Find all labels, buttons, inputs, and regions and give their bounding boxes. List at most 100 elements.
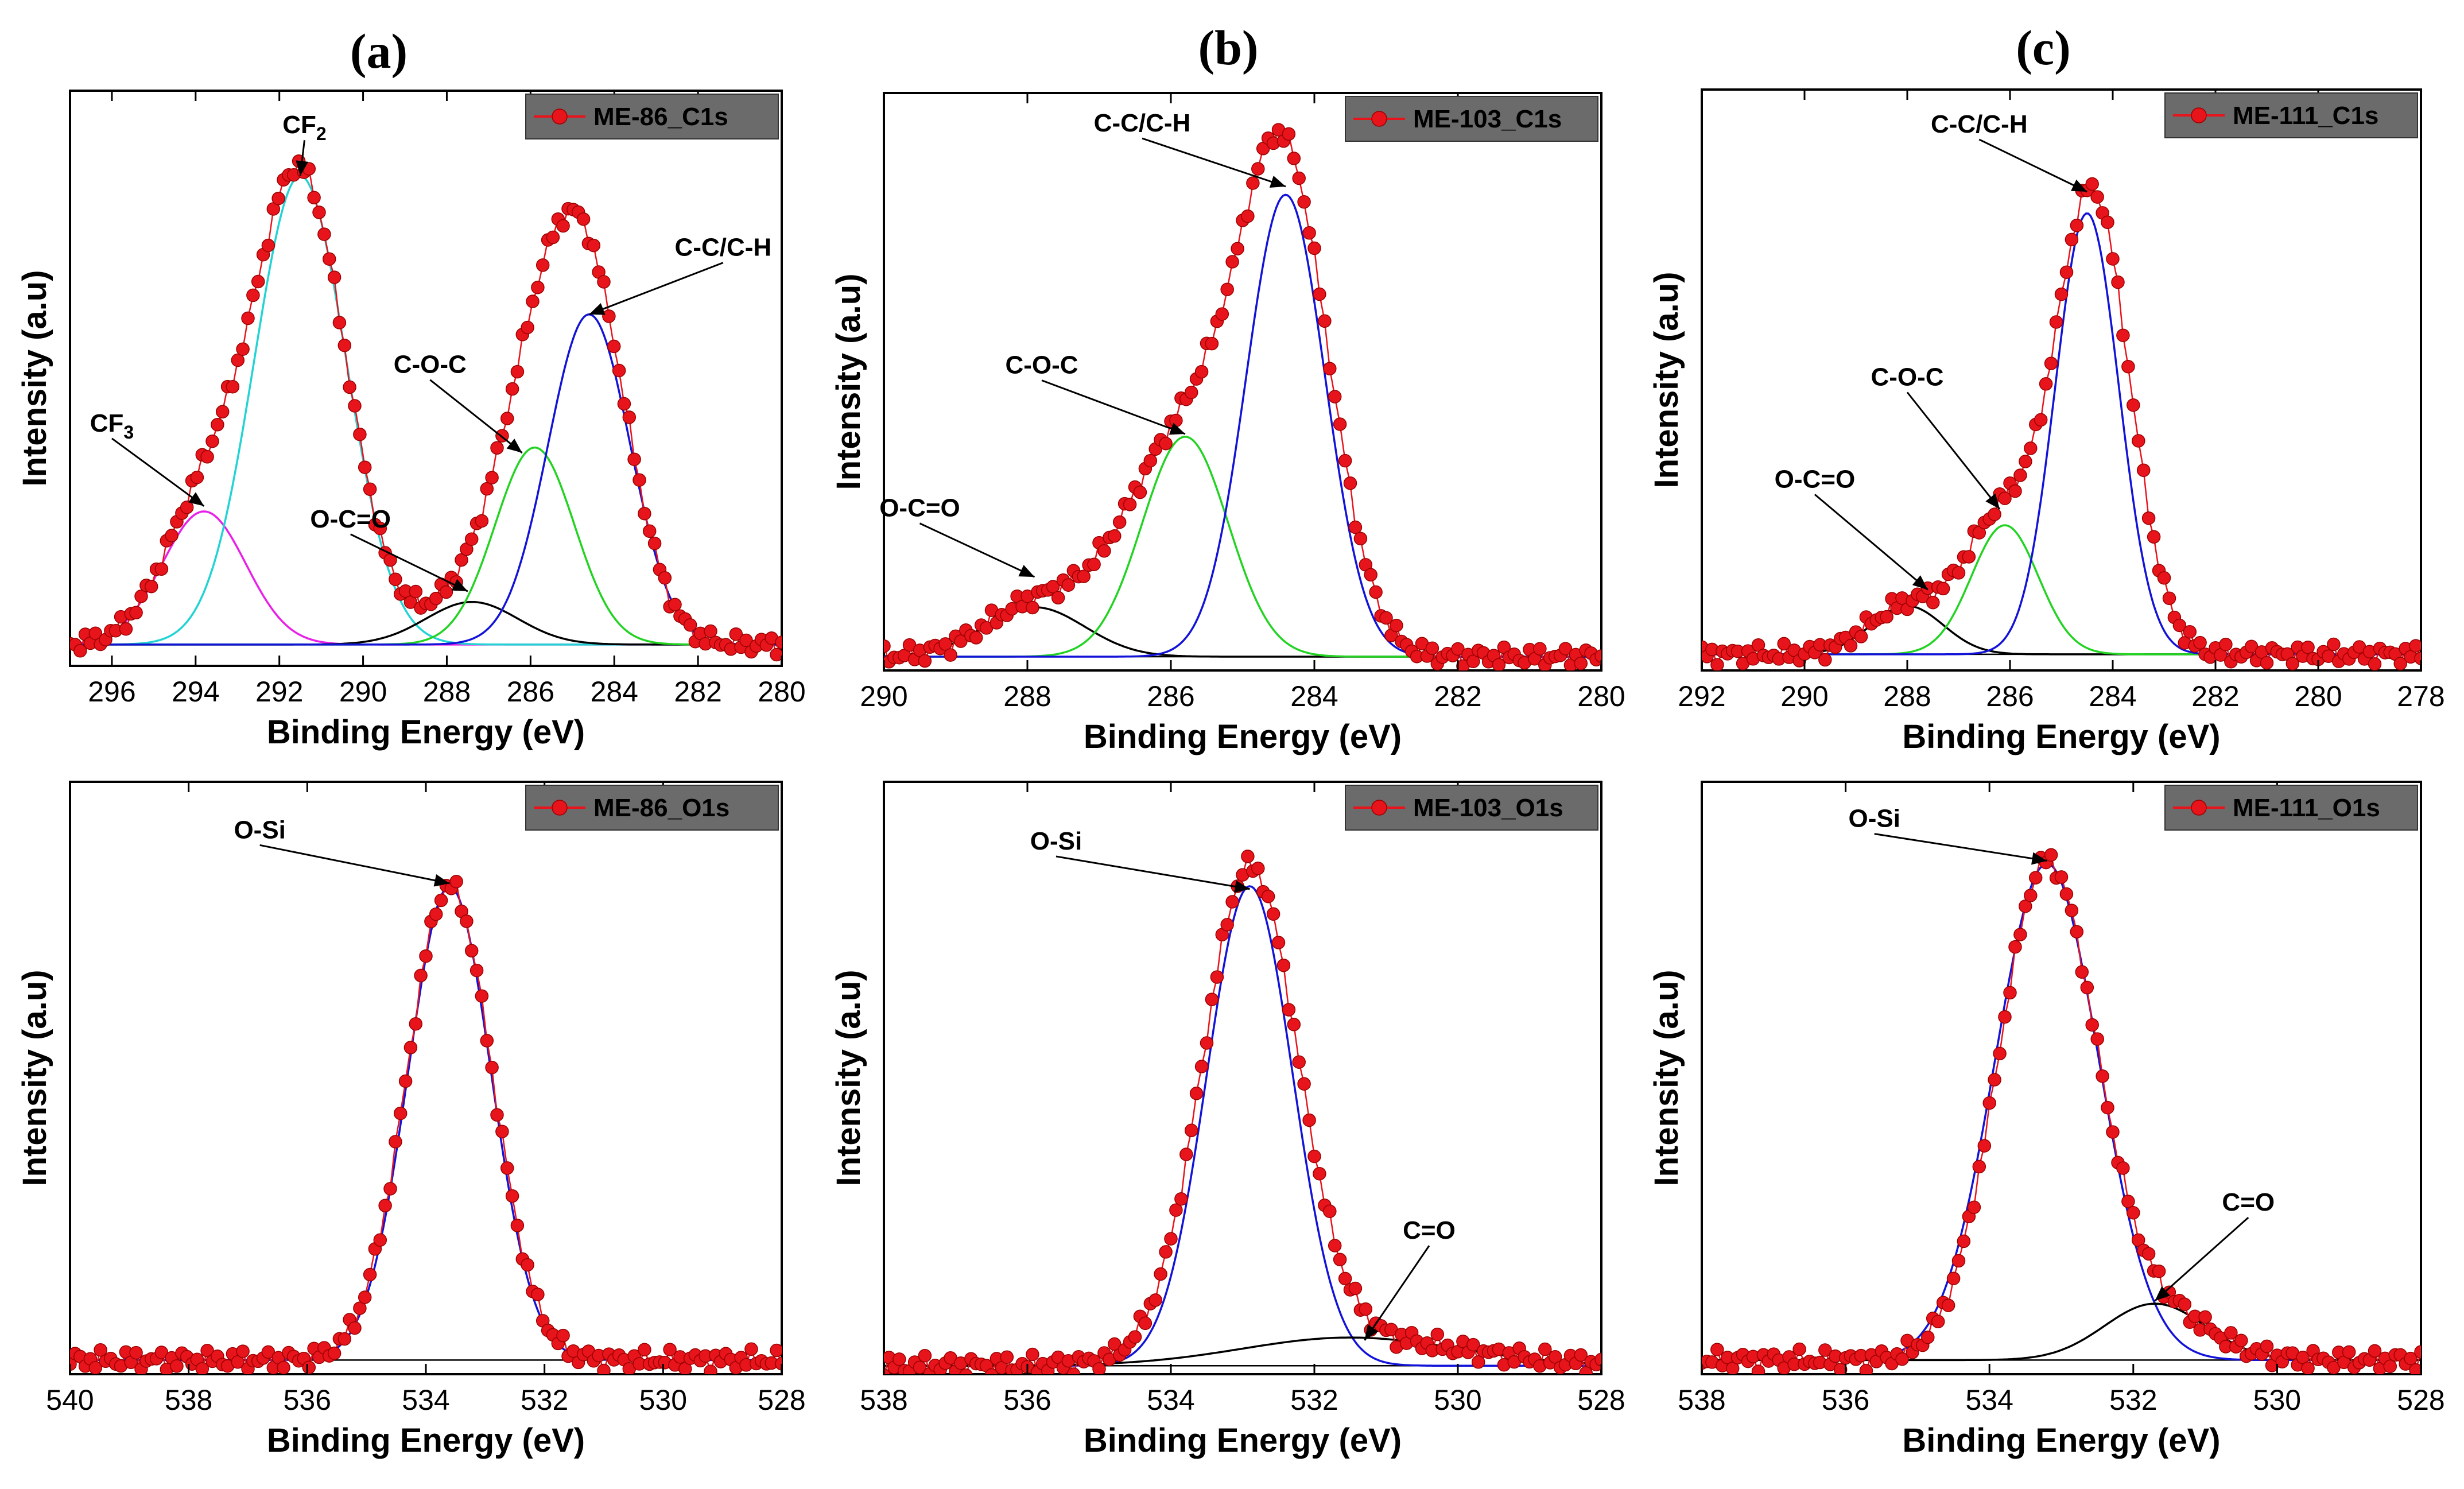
data-point <box>490 441 504 455</box>
data-point <box>1154 1267 1167 1281</box>
x-tick-label: 286 <box>1986 680 2034 712</box>
data-point <box>536 258 550 272</box>
data-point <box>409 584 423 599</box>
chart-a-c1s: 296 294 292 290 288 286 284 282 280 Binding Energ… <box>16 90 806 751</box>
annotation-arrowhead <box>1364 1324 1379 1341</box>
x-tick-label: 538 <box>860 1384 907 1416</box>
data-point <box>1338 453 1352 468</box>
data-point <box>1318 314 1332 328</box>
data-point <box>1261 889 1275 904</box>
data-point <box>1128 1330 1142 1344</box>
chart-c-c1s: 292 290 288 286 284 282 280 278 Binding Energy (… <box>1648 88 2445 755</box>
data-point <box>332 316 347 329</box>
data-point <box>627 452 641 466</box>
x-tick-label: 296 <box>88 676 135 708</box>
data-point <box>1998 1010 2012 1024</box>
x-tick-label: 290 <box>860 680 907 712</box>
data-point <box>2054 287 2069 301</box>
data-point <box>1061 578 1076 592</box>
annotation-label: C-C/C-H <box>1094 109 1191 137</box>
data-point <box>775 635 782 649</box>
data-point <box>2096 1069 2109 1083</box>
data-point <box>1972 1160 1986 1174</box>
data-point <box>231 353 245 367</box>
data-point <box>70 1357 77 1371</box>
annotation-arrowhead <box>2031 852 2047 865</box>
data-point <box>170 1359 184 1373</box>
data-point <box>464 532 479 546</box>
data-point <box>612 363 626 378</box>
data-point <box>195 1362 209 1374</box>
data-point <box>510 1219 525 1232</box>
data-point <box>1818 653 1832 667</box>
annotation-arrowhead <box>1169 422 1185 435</box>
data-point <box>2028 871 2043 885</box>
data-point <box>200 450 214 464</box>
x-axis-title: Binding Energy (eV) <box>1084 1422 1402 1459</box>
x-tick-label: 530 <box>1434 1384 1481 1416</box>
data-point <box>938 637 952 651</box>
data-point <box>2285 657 2300 670</box>
data-point <box>1302 1113 1316 1127</box>
annotation-label: C-C/C-H <box>675 234 772 262</box>
data-point <box>617 397 631 411</box>
data-point <box>348 399 362 413</box>
data-point <box>1328 1239 1342 1253</box>
data-point <box>2183 625 2197 639</box>
data-point <box>464 944 479 958</box>
data-point <box>1369 585 1383 599</box>
data-point <box>1200 1036 1214 1050</box>
data-point <box>2111 275 2125 289</box>
data-point <box>1292 1055 1306 1069</box>
annotation-arrow <box>1041 379 1186 435</box>
x-tick-label: 288 <box>423 676 471 708</box>
data-point <box>2034 413 2048 427</box>
annotation-arrow <box>1364 1245 1430 1341</box>
data-point <box>1941 1298 1955 1312</box>
data-point <box>1921 1330 1935 1344</box>
annotation-subscript: 3 <box>123 422 134 443</box>
data-point <box>521 320 534 335</box>
data-point <box>1292 171 1306 185</box>
annotation-arrow <box>111 437 205 507</box>
legend-marker <box>552 108 568 125</box>
data-point <box>2296 1351 2310 1364</box>
x-tick-label: 536 <box>1822 1384 1869 1416</box>
annotation-arrow <box>588 262 724 316</box>
data-point <box>2147 530 2161 544</box>
data-point <box>2244 639 2259 654</box>
data-point <box>638 1343 651 1357</box>
data-point <box>2059 887 2074 901</box>
annotation-label: O-C=O <box>310 505 391 533</box>
annotation-label: C-O-C <box>1005 351 1078 379</box>
data-point <box>1998 491 2012 505</box>
data-point <box>205 434 219 448</box>
y-axis-title: Intensity (a.u) <box>16 970 53 1186</box>
legend-marker <box>1371 800 1387 816</box>
annotation-arrowhead <box>1234 880 1250 893</box>
data-point <box>1108 529 1122 543</box>
data-point <box>2019 899 2032 913</box>
data-point <box>383 1182 397 1196</box>
data-point <box>505 382 519 396</box>
data-point <box>1926 595 1940 610</box>
annotation-arrowhead <box>589 303 606 315</box>
annotation-arrow <box>2154 1216 2249 1302</box>
data-point <box>1338 1271 1352 1286</box>
x-tick-label: 532 <box>2109 1384 2157 1416</box>
data-point <box>337 338 352 352</box>
data-point <box>1051 591 1065 605</box>
data-point <box>1097 544 1111 558</box>
data-point <box>1282 1003 1296 1017</box>
data-point <box>1066 1367 1081 1374</box>
data-point <box>1297 195 1311 209</box>
data-point <box>704 624 717 638</box>
plot-area <box>1702 848 2421 1374</box>
x-axis-title: Binding Energy (eV) <box>1902 718 2220 755</box>
data-point <box>1936 581 1950 596</box>
data-point <box>480 1034 494 1048</box>
data-point <box>1844 639 1858 653</box>
data-point <box>1348 1281 1363 1296</box>
data-point <box>1471 1355 1485 1369</box>
data-point <box>2008 940 2022 954</box>
